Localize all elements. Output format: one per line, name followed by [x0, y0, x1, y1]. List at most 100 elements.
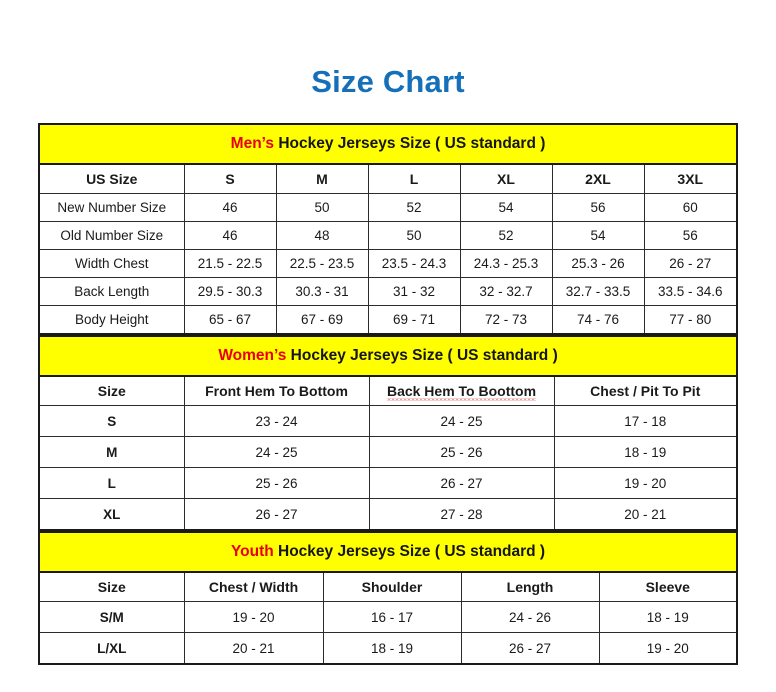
size-chart-tables: Men’s Hockey Jerseys Size ( US standard … — [37, 123, 739, 665]
table-row: M 24 - 25 25 - 26 18 - 19 — [38, 436, 738, 468]
mens-cell-2-1: 22.5 - 23.5 — [275, 249, 369, 278]
mens-cell-2-3: 24.3 - 25.3 — [459, 249, 553, 278]
youth-col-header-3: Length — [460, 571, 600, 602]
youth-column-header-row: Size Chest / Width Shoulder Length Sleev… — [38, 571, 738, 602]
womens-column-header-row: Size Front Hem To Bottom Back Hem To Boo… — [38, 375, 738, 406]
page-title: Size Chart — [311, 64, 465, 99]
youth-col-header-0: Size — [38, 571, 185, 602]
mens-col-header-4: XL — [459, 163, 553, 194]
mens-cell-1-1: 48 — [275, 221, 369, 250]
womens-col-header-0: Size — [38, 375, 185, 406]
womens-cell-1-2: 18 - 19 — [553, 436, 738, 468]
mens-cell-1-0: 46 — [183, 221, 277, 250]
mens-section-banner: Men’s Hockey Jerseys Size ( US standard … — [37, 123, 739, 165]
mens-col-header-1: S — [183, 163, 277, 194]
table-row: S/M 19 - 20 16 - 17 24 - 26 18 - 19 — [38, 601, 738, 633]
womens-cell-0-2: 17 - 18 — [553, 405, 738, 437]
womens-col-header-2: Back Hem To Boottom — [368, 375, 555, 406]
youth-cell-1-0: 20 - 21 — [183, 632, 324, 665]
mens-col-header-5: 2XL — [551, 163, 645, 194]
mens-cell-3-3: 32 - 32.7 — [459, 277, 553, 306]
table-row: Body Height 65 - 67 67 - 69 69 - 71 72 -… — [38, 305, 738, 335]
mens-row-label-1: Old Number Size — [38, 221, 185, 250]
mens-col-header-0: US Size — [38, 163, 185, 194]
youth-banner-cell: Youth Hockey Jerseys Size ( US standard … — [37, 531, 739, 573]
mens-cell-1-5: 56 — [643, 221, 738, 250]
youth-cell-1-3: 19 - 20 — [598, 632, 738, 665]
mens-cell-1-3: 52 — [459, 221, 553, 250]
table-row: Back Length 29.5 - 30.3 30.3 - 31 31 - 3… — [38, 277, 738, 306]
table-row: L/XL 20 - 21 18 - 19 26 - 27 19 - 20 — [38, 632, 738, 665]
youth-col-header-2: Shoulder — [322, 571, 462, 602]
womens-cell-1-1: 25 - 26 — [368, 436, 555, 468]
mens-cell-4-4: 74 - 76 — [551, 305, 645, 335]
mens-col-header-6: 3XL — [643, 163, 738, 194]
youth-cell-0-0: 19 - 20 — [183, 601, 324, 633]
mens-cell-0-5: 60 — [643, 193, 738, 222]
youth-row-label-1: L/XL — [38, 632, 185, 665]
table-row: L 25 - 26 26 - 27 19 - 20 — [38, 467, 738, 499]
mens-row-label-4: Body Height — [38, 305, 185, 335]
mens-cell-3-4: 32.7 - 33.5 — [551, 277, 645, 306]
womens-cell-2-1: 26 - 27 — [368, 467, 555, 499]
mens-column-header-row: US Size S M L XL 2XL 3XL — [38, 163, 738, 194]
womens-cell-3-0: 26 - 27 — [183, 498, 370, 531]
womens-cell-2-0: 25 - 26 — [183, 467, 370, 499]
womens-cell-2-2: 19 - 20 — [553, 467, 738, 499]
table-row: Width Chest 21.5 - 22.5 22.5 - 23.5 23.5… — [38, 249, 738, 278]
mens-cell-0-0: 46 — [183, 193, 277, 222]
womens-banner-accent: Women’s — [218, 347, 287, 364]
mens-cell-1-2: 50 — [367, 221, 461, 250]
mens-row-label-2: Width Chest — [38, 249, 185, 278]
mens-cell-2-0: 21.5 - 22.5 — [183, 249, 277, 278]
table-row: Old Number Size 46 48 50 52 54 56 — [38, 221, 738, 250]
womens-cell-0-0: 23 - 24 — [183, 405, 370, 437]
mens-cell-3-1: 30.3 - 31 — [275, 277, 369, 306]
mens-cell-4-3: 72 - 73 — [459, 305, 553, 335]
mens-cell-2-4: 25.3 - 26 — [551, 249, 645, 278]
womens-row-label-3: XL — [38, 498, 185, 531]
youth-size-table: Youth Hockey Jerseys Size ( US standard … — [37, 531, 739, 665]
womens-col-header-1: Front Hem To Bottom — [183, 375, 370, 406]
womens-row-label-0: S — [38, 405, 185, 437]
mens-col-header-2: M — [275, 163, 369, 194]
mens-cell-0-2: 52 — [367, 193, 461, 222]
womens-cell-0-1: 24 - 25 — [368, 405, 555, 437]
womens-cell-3-2: 20 - 21 — [553, 498, 738, 531]
mens-cell-4-0: 65 - 67 — [183, 305, 277, 335]
womens-size-table: Women’s Hockey Jerseys Size ( US standar… — [37, 335, 739, 531]
youth-col-header-1: Chest / Width — [183, 571, 324, 602]
mens-cell-3-0: 29.5 - 30.3 — [183, 277, 277, 306]
womens-banner-rest: Hockey Jerseys Size ( US standard ) — [286, 347, 558, 364]
mens-cell-1-4: 54 — [551, 221, 645, 250]
womens-col-header-3: Chest / Pit To Pit — [553, 375, 738, 406]
mens-banner-cell: Men’s Hockey Jerseys Size ( US standard … — [37, 123, 739, 165]
mens-size-table: Men’s Hockey Jerseys Size ( US standard … — [37, 123, 739, 335]
mens-cell-3-5: 33.5 - 34.6 — [643, 277, 738, 306]
mens-row-label-0: New Number Size — [38, 193, 185, 222]
youth-cell-0-3: 18 - 19 — [598, 601, 738, 633]
youth-banner-rest: Hockey Jerseys Size ( US standard ) — [273, 543, 546, 560]
youth-cell-1-2: 26 - 27 — [460, 632, 600, 665]
womens-col-header-2-text: Back Hem To Boottom — [386, 383, 537, 401]
mens-cell-2-2: 23.5 - 24.3 — [367, 249, 461, 278]
table-row: XL 26 - 27 27 - 28 20 - 21 — [38, 498, 738, 531]
youth-col-header-4: Sleeve — [598, 571, 738, 602]
mens-banner-rest: Hockey Jerseys Size ( US standard ) — [274, 135, 546, 152]
mens-cell-3-2: 31 - 32 — [367, 277, 461, 306]
mens-cell-0-3: 54 — [459, 193, 553, 222]
mens-cell-4-5: 77 - 80 — [643, 305, 738, 335]
table-row: S 23 - 24 24 - 25 17 - 18 — [38, 405, 738, 437]
mens-cell-0-4: 56 — [551, 193, 645, 222]
youth-cell-0-2: 24 - 26 — [460, 601, 600, 633]
mens-cell-2-5: 26 - 27 — [643, 249, 738, 278]
mens-col-header-3: L — [367, 163, 461, 194]
youth-cell-1-1: 18 - 19 — [322, 632, 462, 665]
womens-row-label-1: M — [38, 436, 185, 468]
mens-cell-0-1: 50 — [275, 193, 369, 222]
youth-row-label-0: S/M — [38, 601, 185, 633]
table-row: New Number Size 46 50 52 54 56 60 — [38, 193, 738, 222]
youth-section-banner: Youth Hockey Jerseys Size ( US standard … — [37, 531, 739, 573]
mens-banner-accent: Men’s — [230, 135, 275, 152]
